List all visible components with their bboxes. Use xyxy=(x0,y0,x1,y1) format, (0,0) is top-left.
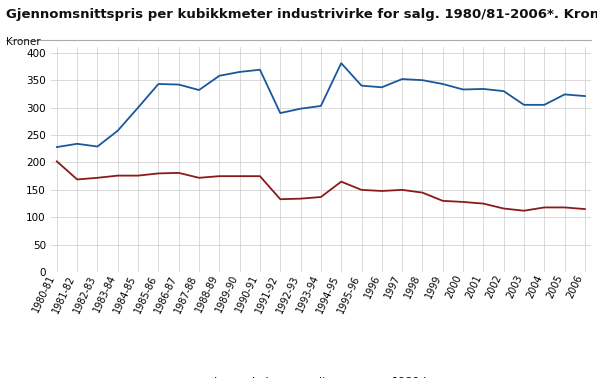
Løpende kroneverdi xyxy=(276,111,284,115)
1980-kroner xyxy=(358,187,365,192)
Løpende kroneverdi xyxy=(318,104,325,108)
Løpende kroneverdi xyxy=(216,73,223,78)
1980-kroner xyxy=(114,174,121,178)
1980-kroner xyxy=(338,180,345,184)
Line: Løpende kroneverdi: Løpende kroneverdi xyxy=(57,63,585,147)
1980-kroner xyxy=(195,175,202,180)
Løpende kroneverdi xyxy=(419,78,426,82)
1980-kroner xyxy=(541,205,548,210)
Løpende kroneverdi xyxy=(460,87,467,92)
Løpende kroneverdi xyxy=(541,102,548,107)
1980-kroner xyxy=(561,205,568,210)
1980-kroner xyxy=(581,207,589,211)
1980-kroner xyxy=(419,191,426,195)
Løpende kroneverdi xyxy=(175,82,182,87)
Løpende kroneverdi xyxy=(439,82,447,86)
1980-kroner xyxy=(94,175,101,180)
Løpende kroneverdi xyxy=(297,107,304,111)
Løpende kroneverdi xyxy=(53,145,60,149)
1980-kroner xyxy=(521,208,528,213)
1980-kroner xyxy=(439,198,447,203)
Løpende kroneverdi xyxy=(155,82,162,86)
Løpende kroneverdi xyxy=(256,67,263,72)
1980-kroner xyxy=(500,206,507,211)
Løpende kroneverdi xyxy=(114,129,121,133)
1980-kroner xyxy=(297,197,304,201)
1980-kroner xyxy=(460,200,467,204)
Text: Gjennomsnittspris per kubikkmeter industrivirke for salg. 1980/81-2006*. Kroner: Gjennomsnittspris per kubikkmeter indust… xyxy=(6,8,597,20)
Løpende kroneverdi xyxy=(399,77,406,81)
1980-kroner xyxy=(378,189,386,193)
Løpende kroneverdi xyxy=(358,84,365,88)
Legend: Løpende kroneverdi, 1980-kroner: Løpende kroneverdi, 1980-kroner xyxy=(177,372,465,378)
Løpende kroneverdi xyxy=(236,70,243,74)
1980-kroner xyxy=(318,195,325,199)
Løpende kroneverdi xyxy=(73,141,81,146)
1980-kroner xyxy=(53,159,60,164)
1980-kroner xyxy=(399,187,406,192)
Løpende kroneverdi xyxy=(581,94,589,98)
1980-kroner xyxy=(73,177,81,182)
1980-kroner xyxy=(236,174,243,178)
Løpende kroneverdi xyxy=(134,105,141,110)
1980-kroner xyxy=(480,201,487,206)
Løpende kroneverdi xyxy=(94,144,101,149)
Løpende kroneverdi xyxy=(500,89,507,93)
1980-kroner xyxy=(216,174,223,178)
Løpende kroneverdi xyxy=(338,61,345,65)
Text: Kroner: Kroner xyxy=(6,37,41,47)
1980-kroner xyxy=(134,174,141,178)
Løpende kroneverdi xyxy=(480,87,487,91)
1980-kroner xyxy=(155,171,162,176)
Løpende kroneverdi xyxy=(378,85,386,90)
Løpende kroneverdi xyxy=(521,102,528,107)
1980-kroner xyxy=(276,197,284,201)
Løpende kroneverdi xyxy=(195,88,202,92)
Løpende kroneverdi xyxy=(561,92,568,97)
1980-kroner xyxy=(175,170,182,175)
Line: 1980-kroner: 1980-kroner xyxy=(57,161,585,211)
1980-kroner xyxy=(256,174,263,178)
